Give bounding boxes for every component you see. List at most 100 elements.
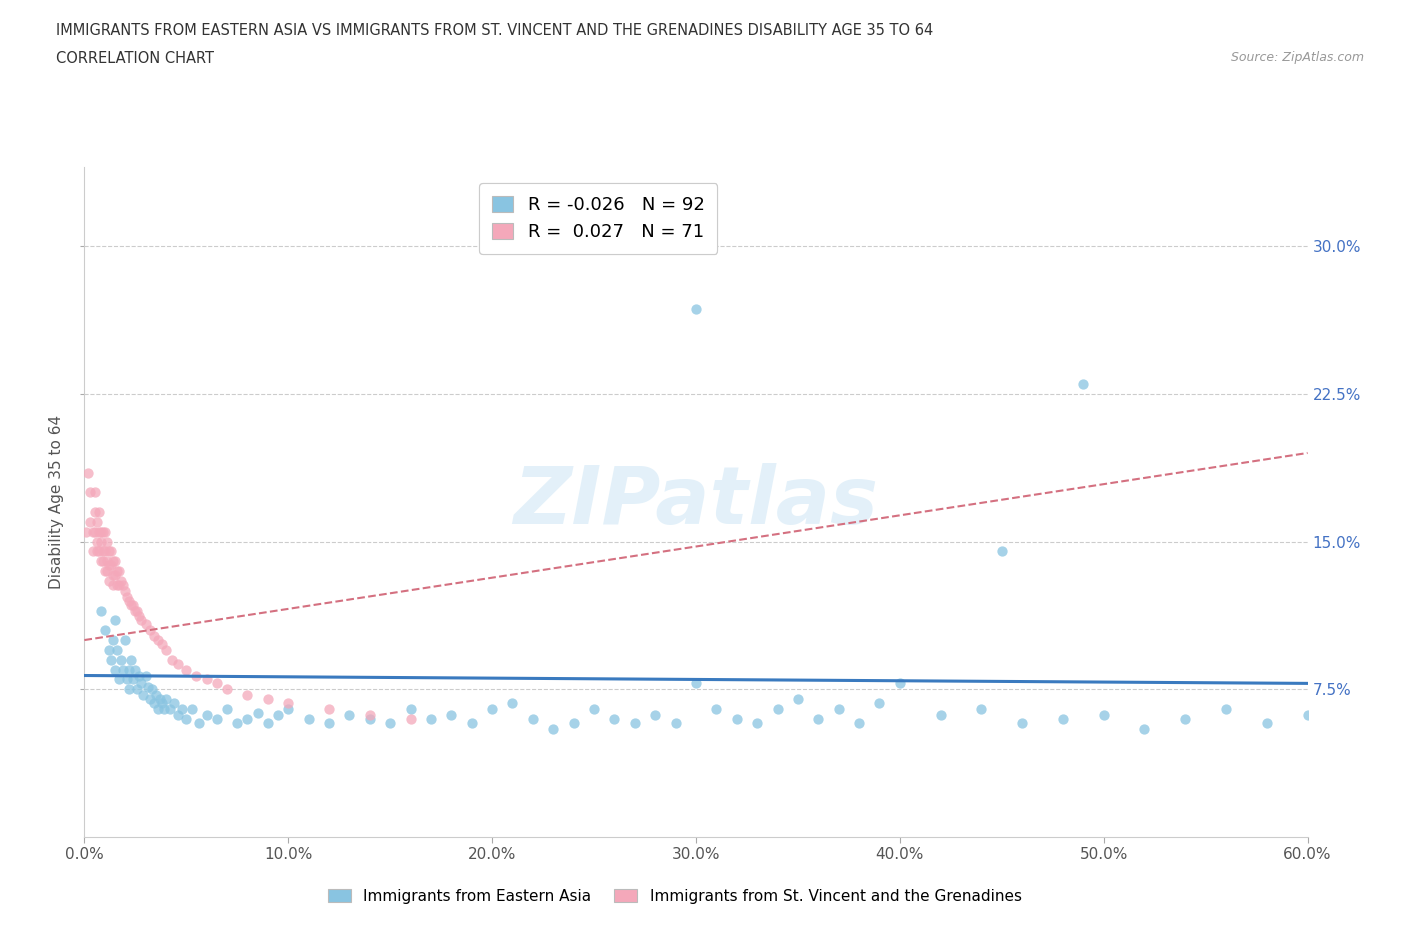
Point [90,554,112,569]
Point [128,609,150,624]
Point [101,632,124,647]
Point [747,715,769,730]
Point [869,696,891,711]
Point [807,711,830,726]
Point [991,544,1014,559]
Point [131,613,153,628]
Point [359,711,381,726]
Point [93,623,117,638]
Text: IMMIGRANTS FROM EASTERN ASIA VS IMMIGRANTS FROM ST. VINCENT AND THE GRENADINES D: IMMIGRANTS FROM EASTERN ASIA VS IMMIGRAN… [56,23,934,38]
Point [1092,708,1115,723]
Point [277,696,299,711]
Point [142,696,165,711]
Point [101,567,124,582]
Point [257,715,280,730]
Point [420,711,443,726]
Point [153,701,176,716]
Point [79,514,101,529]
Point [172,701,194,716]
Point [624,715,647,730]
Point [155,692,177,707]
Point [97,574,120,589]
Point [644,708,666,723]
Point [1256,715,1278,730]
Point [267,708,290,723]
Point [131,676,153,691]
Point [685,676,707,691]
Point [145,688,167,703]
Point [115,590,138,604]
Point [246,706,269,721]
Point [122,597,145,612]
Point [124,662,146,677]
Point [141,682,163,697]
Point [461,715,484,730]
Point [318,715,340,730]
Point [828,701,851,716]
Point [87,544,110,559]
Point [112,578,135,592]
Point [1296,708,1319,723]
Point [186,668,208,683]
Point [91,554,114,569]
Point [91,525,114,539]
Point [138,623,160,638]
Point [96,564,118,578]
Point [100,544,122,559]
Point [105,578,128,592]
Point [481,701,503,716]
Legend: R = -0.026   N = 92, R =  0.027   N = 71: R = -0.026 N = 92, R = 0.027 N = 71 [479,183,717,254]
Point [603,711,626,726]
Point [97,558,120,573]
Point [104,662,127,677]
Point [127,603,149,618]
Point [105,564,128,578]
Point [93,525,117,539]
Point [155,643,177,658]
Point [205,711,228,726]
Point [108,564,131,578]
Point [187,715,209,730]
Point [112,662,135,677]
Point [929,708,952,723]
Point [86,514,108,529]
Text: CORRELATION CHART: CORRELATION CHART [56,51,214,66]
Point [848,715,870,730]
Point [150,636,173,651]
Point [142,629,165,644]
Point [93,544,117,559]
Point [82,544,104,559]
Point [562,715,585,730]
Text: ZIPatlas: ZIPatlas [513,463,879,541]
Point [87,525,110,539]
Point [108,578,131,592]
Point [96,534,118,549]
Point [110,574,132,589]
Point [543,722,565,737]
Point [101,578,124,592]
Point [1215,701,1237,716]
Point [970,701,993,716]
Point [108,672,131,687]
Point [339,708,361,723]
Point [1174,711,1197,726]
Point [120,597,142,612]
Point [380,715,402,730]
Point [114,583,136,598]
Point [205,676,228,691]
Point [91,544,114,559]
Point [90,525,112,539]
Point [399,701,422,716]
Point [685,301,707,316]
Point [105,643,128,658]
Point [236,711,259,726]
Point [1011,715,1033,730]
Point [195,672,218,687]
Point [146,632,169,647]
Point [122,672,145,687]
Point [96,554,118,569]
Point [236,688,259,703]
Y-axis label: Disability Age 35 to 64: Disability Age 35 to 64 [49,415,65,590]
Point [87,505,110,520]
Point [399,711,422,726]
